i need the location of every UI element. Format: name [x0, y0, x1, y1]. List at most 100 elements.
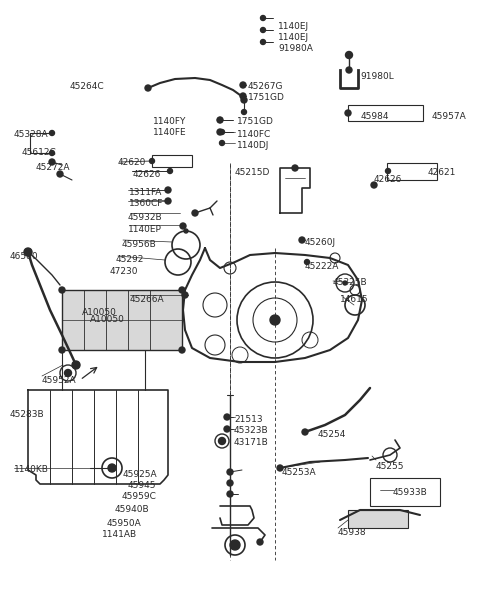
Text: 45956B: 45956B: [122, 240, 157, 249]
Text: 1140EJ: 1140EJ: [278, 33, 309, 42]
Text: 42620: 42620: [118, 158, 146, 167]
Circle shape: [270, 315, 280, 325]
Text: 45950A: 45950A: [107, 519, 142, 528]
Text: 45612C: 45612C: [22, 148, 57, 157]
Circle shape: [64, 370, 72, 376]
Bar: [370, 478, 440, 506]
Circle shape: [277, 465, 283, 471]
Text: 45264C: 45264C: [70, 82, 105, 91]
Circle shape: [257, 539, 263, 545]
Circle shape: [149, 158, 155, 164]
Circle shape: [179, 287, 185, 293]
Text: 45925A: 45925A: [123, 470, 157, 479]
Text: 45215D: 45215D: [235, 168, 270, 177]
Circle shape: [241, 109, 247, 115]
Text: 21513: 21513: [234, 415, 263, 424]
Text: 45957A: 45957A: [432, 112, 467, 121]
Text: 1140FC: 1140FC: [237, 130, 271, 139]
Text: 42626: 42626: [374, 175, 402, 184]
Circle shape: [24, 248, 32, 256]
Text: 45328A: 45328A: [14, 130, 48, 139]
Text: 1140KB: 1140KB: [14, 465, 49, 474]
Circle shape: [218, 437, 226, 445]
Circle shape: [108, 464, 116, 472]
Circle shape: [240, 93, 246, 99]
Bar: [152, 155, 192, 167]
Circle shape: [346, 51, 352, 59]
Circle shape: [49, 150, 55, 155]
Bar: [348, 105, 423, 121]
Text: 1140EP: 1140EP: [128, 225, 162, 234]
Circle shape: [57, 171, 63, 177]
Circle shape: [299, 237, 305, 243]
Circle shape: [184, 229, 188, 233]
Circle shape: [227, 480, 233, 486]
Circle shape: [165, 187, 171, 193]
Circle shape: [72, 361, 80, 369]
Circle shape: [346, 67, 352, 73]
Circle shape: [304, 260, 310, 265]
Circle shape: [224, 426, 230, 432]
Text: 1140FY: 1140FY: [153, 117, 186, 126]
Circle shape: [345, 110, 351, 116]
Text: 1140FE: 1140FE: [153, 128, 187, 137]
Text: 14615: 14615: [340, 295, 369, 304]
Text: 1751GD: 1751GD: [237, 117, 274, 126]
Text: 43171B: 43171B: [234, 438, 269, 447]
Circle shape: [343, 281, 347, 285]
Text: 45283B: 45283B: [10, 410, 45, 419]
Text: 42621: 42621: [428, 168, 456, 177]
Text: 45222A: 45222A: [305, 262, 339, 271]
Circle shape: [182, 292, 188, 298]
Text: A10050: A10050: [82, 308, 117, 317]
Circle shape: [59, 287, 65, 293]
Circle shape: [371, 182, 377, 188]
Text: 45253A: 45253A: [282, 468, 317, 477]
Bar: [387, 163, 437, 180]
Bar: [62, 290, 182, 350]
Circle shape: [292, 165, 298, 171]
Circle shape: [261, 28, 265, 33]
Text: 45933B: 45933B: [393, 488, 428, 497]
Circle shape: [219, 129, 225, 135]
Circle shape: [224, 414, 230, 420]
Text: 45267G: 45267G: [248, 82, 284, 91]
Text: 1751GD: 1751GD: [248, 93, 285, 102]
Text: 45272A: 45272A: [36, 163, 71, 172]
Text: 1140DJ: 1140DJ: [237, 141, 269, 150]
Circle shape: [302, 429, 308, 435]
Text: 45325B: 45325B: [333, 278, 368, 287]
Circle shape: [227, 491, 233, 497]
Circle shape: [49, 159, 55, 165]
Circle shape: [217, 117, 223, 123]
Text: 91980L: 91980L: [360, 72, 394, 81]
Circle shape: [261, 16, 265, 21]
Text: 1360CF: 1360CF: [129, 199, 163, 208]
Text: A10050: A10050: [90, 315, 125, 324]
Circle shape: [261, 39, 265, 45]
Circle shape: [241, 97, 247, 103]
Text: 45292: 45292: [116, 255, 144, 264]
Circle shape: [217, 118, 223, 123]
Text: 45266A: 45266A: [130, 295, 165, 304]
Text: 45952A: 45952A: [42, 376, 77, 385]
Text: 45959C: 45959C: [122, 492, 157, 501]
Circle shape: [179, 347, 185, 353]
Text: 45323B: 45323B: [234, 426, 269, 435]
Text: 45940B: 45940B: [115, 505, 150, 514]
Circle shape: [49, 130, 55, 135]
Circle shape: [192, 210, 198, 216]
Circle shape: [385, 169, 391, 173]
Circle shape: [227, 469, 233, 475]
Text: 45932B: 45932B: [128, 213, 163, 222]
Circle shape: [240, 82, 246, 88]
Text: 45255: 45255: [376, 462, 405, 471]
Text: 42626: 42626: [133, 170, 161, 179]
Text: 1140EJ: 1140EJ: [278, 22, 309, 31]
Bar: [348, 510, 408, 528]
Circle shape: [145, 85, 151, 91]
Circle shape: [230, 540, 240, 550]
Text: 91980A: 91980A: [278, 44, 313, 53]
Text: 47230: 47230: [110, 267, 139, 276]
Text: 45938: 45938: [338, 528, 367, 537]
